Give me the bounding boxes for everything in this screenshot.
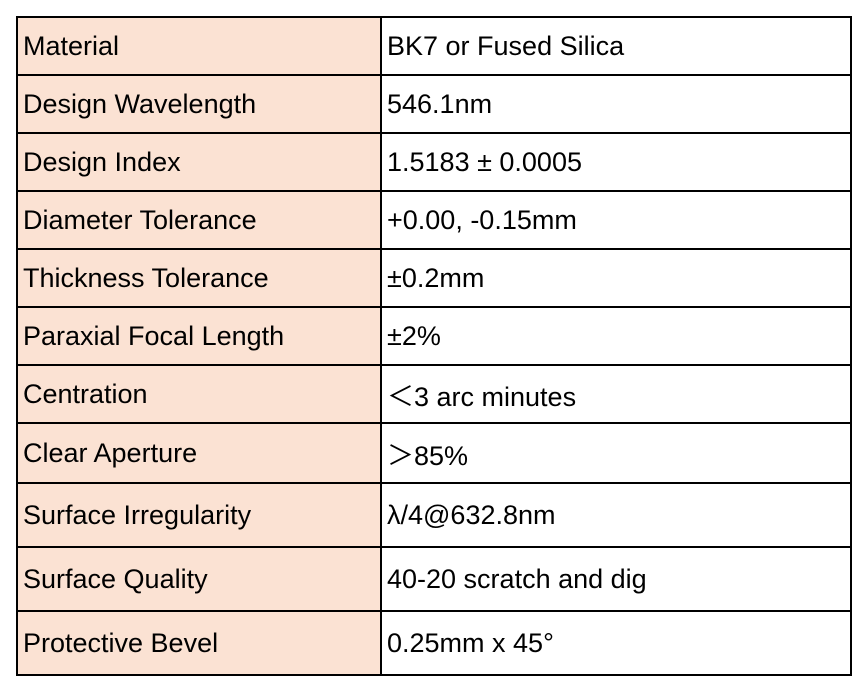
table-row: Design Index 1.5183 ± 0.0005 [16,132,852,192]
table-row: Surface Irregularity λ/4@632.8nm [16,482,852,548]
table-row: Design Wavelength 546.1nm [16,74,852,134]
spec-label: Clear Aperture [16,422,382,484]
table-row: Material BK7 or Fused Silica [16,16,852,76]
table-row: Clear Aperture ＞85% [16,422,852,484]
spec-label: Surface Irregularity [16,482,382,548]
spec-value: 546.1nm [380,74,852,134]
spec-value: +0.00, -0.15mm [380,190,852,250]
table-row: Paraxial Focal Length ±2% [16,306,852,366]
spec-value: ＜3 arc minutes [380,364,852,424]
spec-value: ±0.2mm [380,248,852,308]
spec-label: Design Index [16,132,382,192]
table-row: Protective Bevel 0.25mm x 45° [16,610,852,676]
spec-label: Material [16,16,382,76]
spec-label: Paraxial Focal Length [16,306,382,366]
spec-label: Thickness Tolerance [16,248,382,308]
spec-label: Diameter Tolerance [16,190,382,250]
spec-value: 1.5183 ± 0.0005 [380,132,852,192]
spec-value: ±2% [380,306,852,366]
table-row: Surface Quality 40-20 scratch and dig [16,546,852,612]
spec-label: Surface Quality [16,546,382,612]
specifications-table: Material BK7 or Fused Silica Design Wave… [16,16,852,676]
table-row: Centration ＜3 arc minutes [16,364,852,424]
table-row: Diameter Tolerance +0.00, -0.15mm [16,190,852,250]
spec-value: ＞85% [380,422,852,484]
spec-value: 0.25mm x 45° [380,610,852,676]
spec-value: 40-20 scratch and dig [380,546,852,612]
spec-value: BK7 or Fused Silica [380,16,852,76]
spec-label: Centration [16,364,382,424]
spec-label: Protective Bevel [16,610,382,676]
spec-label: Design Wavelength [16,74,382,134]
table-row: Thickness Tolerance ±0.2mm [16,248,852,308]
spec-value: λ/4@632.8nm [380,482,852,548]
